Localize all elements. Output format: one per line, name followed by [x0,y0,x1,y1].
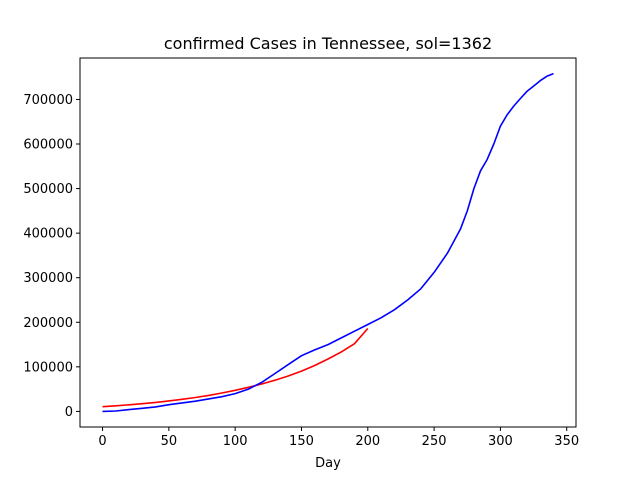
y-axis-ticks: 0 100000 200000 300000 400000 500000 600000 700… [23,93,80,420]
x-tick-label: 100 [223,434,248,449]
x-tick-label: 200 [355,434,380,449]
x-axis-ticks: 0 50 100 150 200 250 300 350 [98,427,579,449]
y-tick-label: 500000 [23,182,73,197]
x-tick-label: 50 [161,434,178,449]
x-tick-label: 300 [488,434,513,449]
series-lines [102,72,554,413]
y-tick-label: 200000 [23,316,73,331]
series-line-1 [102,72,554,413]
series-line-0 [102,327,369,408]
x-tick-label: 250 [422,434,447,449]
y-tick-label: 700000 [23,93,73,108]
y-tick-label: 0 [65,405,73,420]
y-tick-label: 300000 [23,271,73,286]
y-tick-label: 400000 [23,227,73,242]
x-axis-label: Day [315,456,341,471]
x-tick-label: 150 [289,434,314,449]
chart-title: confirmed Cases in Tennessee, sol=1362 [164,34,492,53]
y-tick-label: 100000 [23,360,73,375]
y-tick-label: 600000 [23,138,73,153]
x-tick-label: 0 [98,434,106,449]
x-tick-label: 350 [554,434,579,449]
plot-area [79,57,577,428]
